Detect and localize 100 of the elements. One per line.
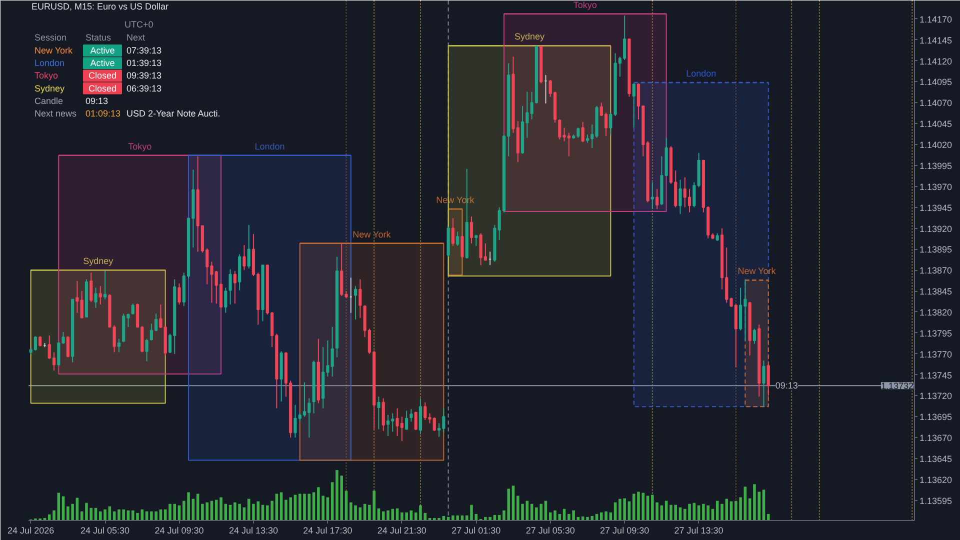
candlestick <box>224 287 228 314</box>
candlestick <box>405 410 408 430</box>
y-tick-label: 1.13620 <box>920 474 952 485</box>
text: Active <box>90 58 115 68</box>
text: 07:39:13 <box>126 46 162 56</box>
text: 01:39:13 <box>126 58 162 68</box>
category-label: Next news <box>34 108 77 118</box>
text: 09:39:13 <box>126 70 162 81</box>
y-tick-label: 1.13645 <box>920 454 952 464</box>
x-tick-label: 24 Jul 09:30 <box>154 526 204 536</box>
candlestick <box>414 411 418 431</box>
candlestick <box>330 326 334 377</box>
y-tick-label: 1.13670 <box>920 433 952 444</box>
y-tick-label: 1.14070 <box>920 98 952 108</box>
x-tick-label: 24 Jul 2026 <box>8 526 54 536</box>
y-tick-label: 1.13920 <box>920 224 952 234</box>
candlestick <box>766 364 770 396</box>
y-tick-label: 1.13970 <box>920 182 952 192</box>
candlestick <box>418 398 422 435</box>
candlestick <box>762 360 766 408</box>
candlestick <box>451 218 454 246</box>
category-label: New York <box>34 46 73 56</box>
y-tick-label: 1.13795 <box>920 328 952 338</box>
y-tick-label: 1.14170 <box>920 14 952 24</box>
candlestick <box>112 324 116 353</box>
candlestick <box>103 270 107 300</box>
text: UTC+0 <box>124 20 154 30</box>
category-label: Tokyo <box>34 70 58 81</box>
candlestick <box>581 121 584 143</box>
candlestick <box>247 224 250 269</box>
x-tick-label: 27 Jul 13:30 <box>674 526 724 536</box>
y-tick-label: 1.13845 <box>920 286 952 297</box>
candlestick <box>678 179 682 215</box>
candlestick <box>752 328 756 344</box>
candlestick <box>656 188 659 210</box>
text: USD 2-Year Note Aucti. <box>126 108 220 118</box>
candlestick <box>90 272 93 302</box>
series-label: Tokyo <box>573 0 597 10</box>
chart-title: EURUSD, M15: Euro vs US Dollar <box>32 2 169 12</box>
x-tick-label: 24 Jul 17:30 <box>303 526 352 536</box>
category-label: Session <box>34 32 67 42</box>
x-tick-label: 24 Jul 13:30 <box>228 526 278 536</box>
y-tick-label: 1.13695 <box>920 412 952 422</box>
candlestick <box>98 286 102 305</box>
candlestick <box>178 283 181 305</box>
text: Closed <box>88 70 117 81</box>
candlestick <box>52 352 56 372</box>
candlestick <box>470 216 474 244</box>
category-label: Status <box>86 32 112 42</box>
candlestick <box>650 182 654 210</box>
series-label: New York <box>738 266 776 276</box>
y-tick-label: 1.13895 <box>920 244 952 255</box>
candlestick <box>688 188 692 213</box>
candlestick <box>354 286 358 320</box>
x-tick-label: 27 Jul 05:30 <box>526 526 575 536</box>
text: 06:39:13 <box>126 83 162 94</box>
candlestick <box>159 304 162 328</box>
candlestick <box>609 112 612 135</box>
candlestick <box>131 303 134 316</box>
candlestick <box>94 287 98 308</box>
candlestick <box>692 182 696 208</box>
y-tick-label: 1.14045 <box>920 119 952 130</box>
candlestick <box>386 414 390 436</box>
candlestick <box>242 244 246 271</box>
y-tick-label: 1.13870 <box>920 266 952 276</box>
y-tick-label: 1.13995 <box>920 160 952 171</box>
x-tick-label: 24 Jul 05:30 <box>80 526 130 536</box>
series-label: London <box>686 68 716 79</box>
candlestick <box>48 334 51 360</box>
series-label: London <box>254 141 285 152</box>
category-label: Next <box>126 32 146 42</box>
candlestick <box>456 231 460 246</box>
text: Closed <box>88 83 117 94</box>
x-tick-label: 24 Jul 21:30 <box>377 526 426 536</box>
series-label: Sydney <box>514 32 545 42</box>
annotation: 09:13 <box>775 380 798 391</box>
candlestick <box>632 82 636 128</box>
ref-line-label: 1.13732 <box>880 381 914 392</box>
y-tick-label: 1.13720 <box>920 391 952 402</box>
candlestick <box>302 382 306 418</box>
y-tick-label: 1.14095 <box>920 77 952 88</box>
candlestick <box>377 396 380 430</box>
x-tick-label: 27 Jul 01:30 <box>452 526 501 536</box>
y-tick-label: 1.14145 <box>920 35 952 46</box>
candlestick <box>382 398 385 432</box>
candlestick <box>228 268 232 305</box>
category-label: London <box>34 58 65 68</box>
candlestick <box>117 338 120 353</box>
bar <box>766 514 770 520</box>
x-tick-label: 27 Jul 09:30 <box>600 526 650 536</box>
candlestick <box>233 270 236 304</box>
candlestick <box>739 287 742 331</box>
candlestick <box>358 278 362 318</box>
y-tick-label: 1.13595 <box>920 496 952 506</box>
y-tick-label: 1.14120 <box>920 56 952 66</box>
text: 01:09:13 <box>86 108 121 118</box>
series-label: New York <box>352 229 392 240</box>
series-label: Sydney <box>83 256 114 266</box>
series-label: Tokyo <box>128 141 152 152</box>
candlestick <box>410 408 413 422</box>
